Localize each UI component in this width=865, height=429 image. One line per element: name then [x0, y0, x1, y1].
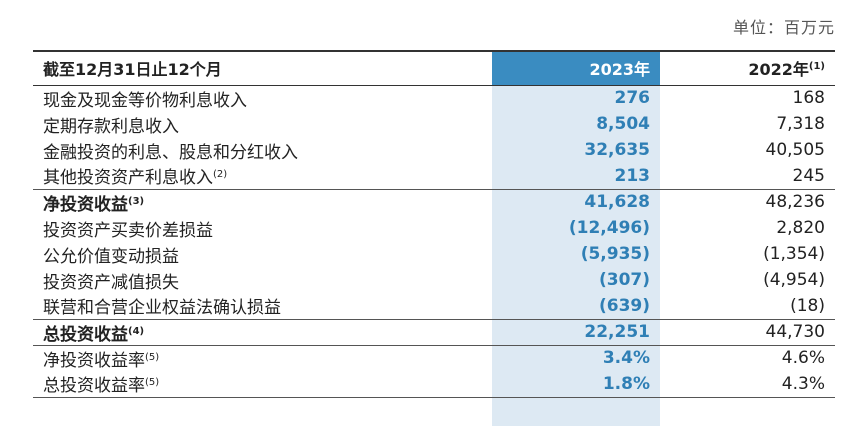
current-year-value: (12,496) [568, 218, 650, 238]
row-label-text: 投资资产买卖价差损益 [43, 220, 213, 241]
current-year-value: 8,504 [596, 114, 650, 134]
row-label: 联营和合营企业权益法确认损益 [33, 293, 492, 319]
row-note: (4) [128, 325, 145, 337]
table-row: 现金及现金等价物利息收入 276 168 [33, 85, 835, 111]
previous-year-value: 40,505 [765, 140, 825, 160]
current-year-header-highlight [492, 52, 660, 85]
row-label-text: 定期存款利息收入 [43, 116, 179, 137]
previous-year-value: 2,820 [776, 218, 825, 238]
row-label-text: 金融投资的利息、股息和分红收入 [43, 142, 298, 163]
row-label: 现金及现金等价物利息收入 [33, 85, 492, 111]
current-year-value: 41,628 [492, 188, 660, 215]
unit-label: 单位：百万元 [732, 18, 835, 37]
row-label-text: 其他投资资产利息收入 [43, 168, 213, 189]
row-label: 净投资收益率(5) [33, 344, 492, 371]
current-year-value: 22,251 [492, 318, 660, 345]
table-row: 金融投资的利息、股息和分红收入 32,635 40,505 [33, 137, 835, 163]
row-note: (5) [145, 377, 160, 389]
row-label: 总投资收益(4) [33, 318, 492, 345]
current-year-header: 2023年 [589, 60, 650, 80]
row-label: 总投资收益率(5) [33, 371, 492, 398]
row-label: 投资资产减值损失 [33, 267, 492, 293]
previous-year-value: 4.6% [660, 344, 835, 371]
period-header: 截至12月31日止12个月 [43, 60, 222, 80]
current-year-value: (5,935) [580, 244, 650, 264]
table-row: 其他投资资产利息收入(2) 213 245 [33, 163, 835, 189]
current-year-value: (639) [598, 295, 650, 316]
table-row: 联营和合营企业权益法确认损益 (639) (18) [33, 293, 835, 319]
current-year-value: 3.4% [492, 344, 660, 371]
row-label: 其他投资资产利息收入(2) [33, 163, 492, 189]
current-year-value: (307) [598, 270, 650, 290]
table-row-total: 总投资收益(4) 22,251 44,730 [33, 318, 835, 345]
previous-year-header: 2022年(1) [660, 51, 835, 85]
investment-income-table: 截至12月31日止12个月 2023年 2022年(1) 现金及现金等价物利息收… [33, 50, 835, 398]
previous-year-value: (18) [790, 295, 825, 316]
row-label-text: 公允价值变动损益 [43, 246, 179, 267]
row-note: (5) [145, 351, 160, 363]
previous-year-value: 168 [792, 88, 825, 109]
table-row: 定期存款利息收入 8,504 7,318 [33, 111, 835, 137]
table-row: 投资资产买卖价差损益 (12,496) 2,820 [33, 215, 835, 241]
previous-year-note: (1) [808, 61, 825, 73]
row-label: 公允价值变动损益 [33, 241, 492, 267]
previous-year-value: (4,954) [763, 270, 825, 290]
row-label: 投资资产买卖价差损益 [33, 215, 492, 241]
row-label: 金融投资的利息、股息和分红收入 [33, 137, 492, 163]
row-label-text: 净投资收益率 [43, 350, 145, 371]
table-row: 总投资收益率(5) 1.8% 4.3% [33, 371, 835, 398]
row-label-text: 联营和合营企业权益法确认损益 [43, 298, 281, 319]
row-note: (3) [128, 195, 145, 207]
current-year-value: 276 [614, 88, 651, 109]
current-year-value: 1.8% [492, 371, 660, 398]
row-label-text: 现金及现金等价物利息收入 [43, 90, 247, 111]
previous-year-value: 245 [792, 165, 825, 186]
row-label: 定期存款利息收入 [33, 111, 492, 137]
row-label: 净投资收益(3) [33, 188, 492, 215]
previous-year-value: 7,318 [776, 114, 825, 134]
table-row: 净投资收益率(5) 3.4% 4.6% [33, 344, 835, 371]
row-note: (2) [213, 169, 228, 181]
row-label-text: 总投资收益率 [43, 376, 145, 397]
row-label-text: 投资资产减值损失 [43, 272, 179, 293]
row-label-text: 净投资收益 [43, 194, 128, 215]
previous-year-label: 2022年 [748, 60, 809, 80]
current-year-value: 213 [614, 165, 651, 186]
row-label-text: 总投资收益 [43, 324, 128, 345]
table-header-row: 截至12月31日止12个月 2023年 2022年(1) [33, 51, 835, 85]
current-year-value: 32,635 [584, 140, 650, 160]
previous-year-value: 48,236 [660, 188, 835, 215]
table-row: 投资资产减值损失 (307) (4,954) [33, 267, 835, 293]
table-row-subtotal: 净投资收益(3) 41,628 48,236 [33, 188, 835, 215]
previous-year-value: (1,354) [763, 244, 825, 264]
previous-year-value: 4.3% [660, 371, 835, 398]
previous-year-value: 44,730 [660, 318, 835, 345]
table-row: 公允价值变动损益 (5,935) (1,354) [33, 241, 835, 267]
